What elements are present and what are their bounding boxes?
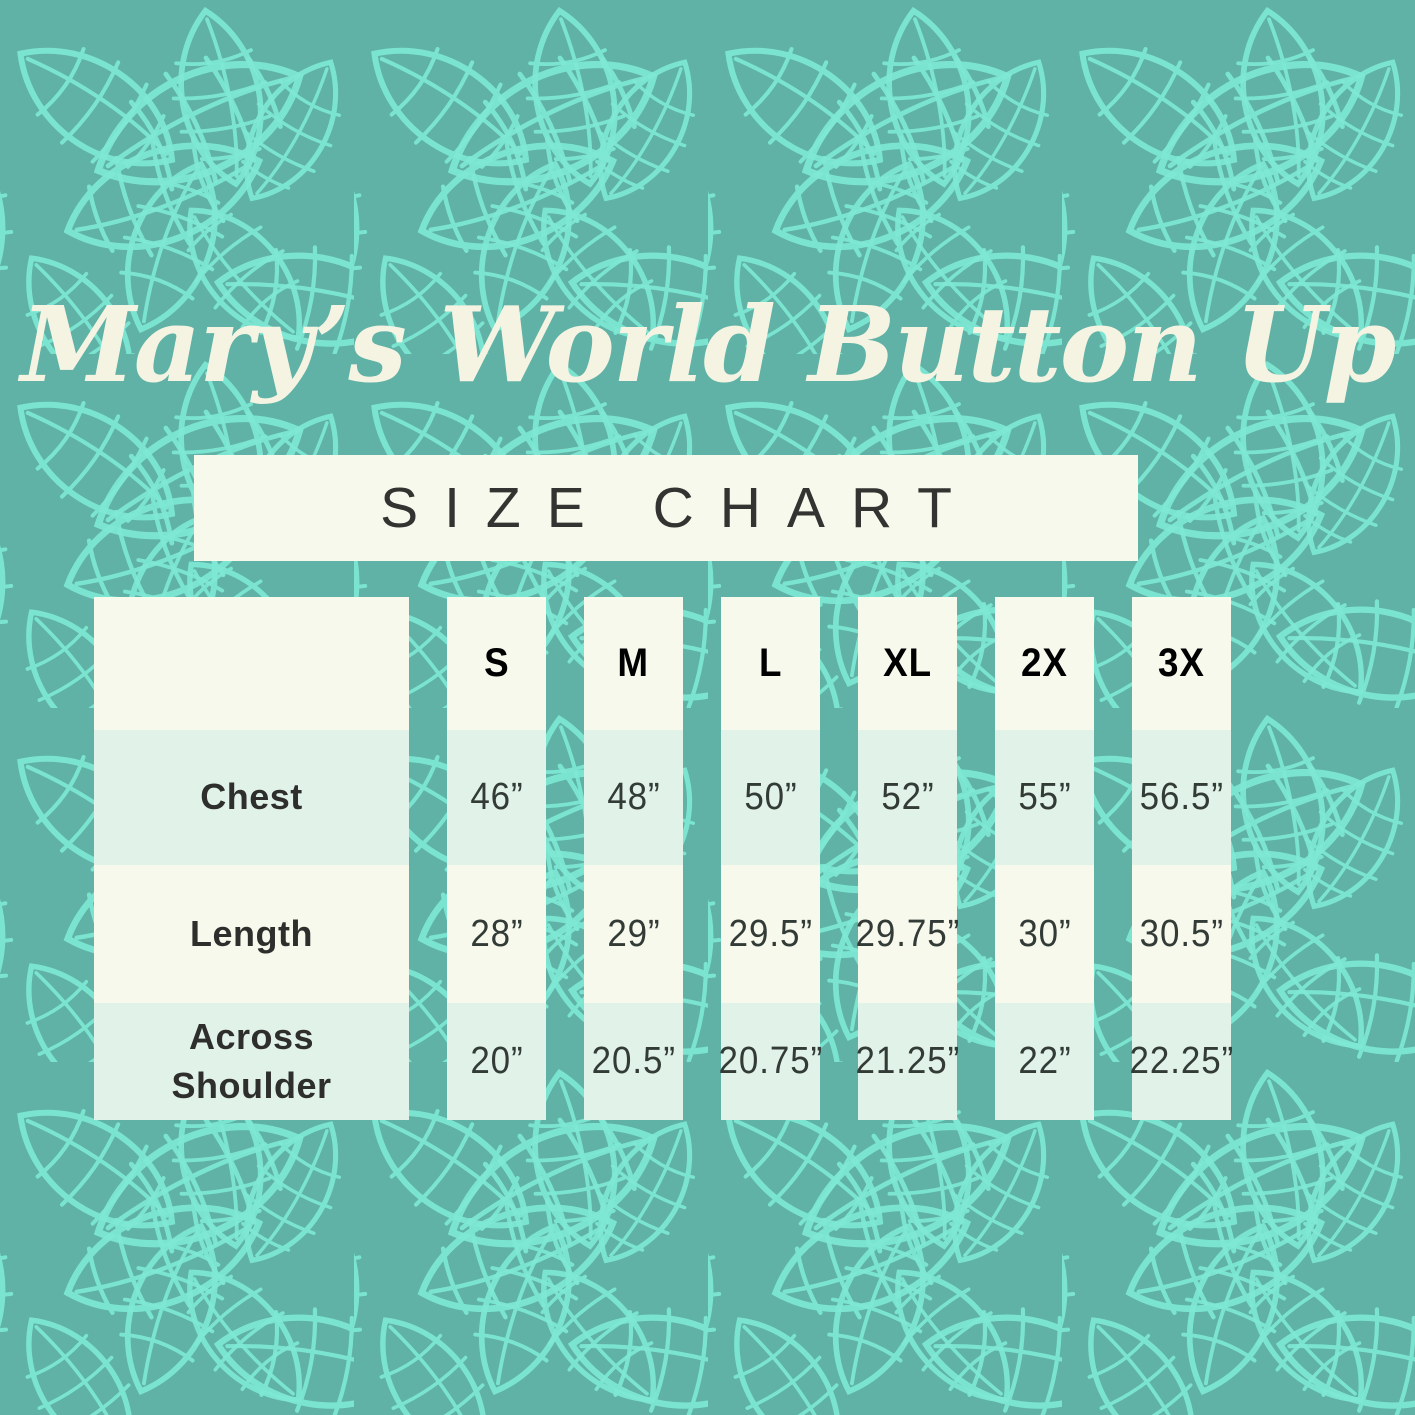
column-header-xl: XL bbox=[858, 597, 957, 730]
cell-length-3x: 30.5” bbox=[1132, 865, 1231, 1003]
row-label-text: Chest bbox=[200, 776, 303, 818]
cell-chest-xl: 52” bbox=[858, 730, 957, 865]
cell-value: 20” bbox=[469, 1040, 524, 1082]
column-header-text: M bbox=[617, 641, 650, 685]
column-header-3x: 3X bbox=[1132, 597, 1231, 730]
cell-value: 29” bbox=[606, 912, 661, 955]
column-header-l: L bbox=[721, 597, 820, 730]
row-label-across-shoulder: Across Shoulder bbox=[94, 1003, 409, 1120]
cell-chest-m: 48” bbox=[584, 730, 683, 865]
cell-value: 30.5” bbox=[1139, 912, 1224, 955]
size-chart-banner: SIZE CHART bbox=[194, 455, 1138, 561]
cell-value: 22” bbox=[1017, 1040, 1072, 1082]
cell-length-l: 29.5” bbox=[721, 865, 820, 1003]
size-table: Chest Length Across Shoulder S 46” 28” 2… bbox=[94, 597, 1234, 1120]
column-header-m: M bbox=[584, 597, 683, 730]
column-header-text: S bbox=[483, 641, 510, 685]
cell-chest-l: 50” bbox=[721, 730, 820, 865]
cell-length-m: 29” bbox=[584, 865, 683, 1003]
column-header-text: 3X bbox=[1158, 641, 1205, 685]
cell-length-xl: 29.75” bbox=[855, 865, 960, 1003]
cell-length-2x: 30” bbox=[995, 865, 1094, 1003]
cell-value: 20.75” bbox=[718, 1040, 823, 1082]
cell-shoulder-s: 20” bbox=[447, 1003, 546, 1120]
size-column-xl: XL 52” 29.75” 21.25” bbox=[855, 597, 960, 1120]
cell-shoulder-3x: 22.25” bbox=[1129, 1003, 1234, 1120]
cell-chest-3x: 56.5” bbox=[1132, 730, 1231, 865]
column-header-text: L bbox=[758, 641, 783, 685]
cell-value: 30” bbox=[1017, 912, 1072, 955]
cell-value: 50” bbox=[743, 776, 798, 818]
column-header-text: 2X bbox=[1021, 641, 1068, 685]
row-label-text: Length bbox=[190, 912, 313, 954]
cell-length-s: 28” bbox=[447, 865, 546, 1003]
size-chart-banner-label: SIZE CHART bbox=[380, 476, 978, 540]
row-label-text: Across Shoulder bbox=[171, 1015, 332, 1106]
cell-value: 52” bbox=[880, 776, 935, 818]
size-column-m: M 48” 29” 20.5” bbox=[584, 597, 683, 1120]
cell-value: 29.5” bbox=[728, 912, 813, 955]
cell-shoulder-l: 20.75” bbox=[718, 1003, 823, 1120]
cell-value: 29.75” bbox=[855, 912, 960, 955]
row-label-chest: Chest bbox=[94, 730, 409, 865]
cell-shoulder-2x: 22” bbox=[995, 1003, 1094, 1120]
page-title: Mary’s World Button Up bbox=[20, 283, 1397, 406]
cell-value: 55” bbox=[1017, 776, 1072, 818]
cell-value: 21.25” bbox=[855, 1040, 960, 1082]
size-column-3x: 3X 56.5” 30.5” 22.25” bbox=[1129, 597, 1234, 1120]
cell-shoulder-xl: 21.25” bbox=[855, 1003, 960, 1120]
cell-chest-s: 46” bbox=[447, 730, 546, 865]
column-header-s: S bbox=[447, 597, 546, 730]
cell-chest-2x: 55” bbox=[995, 730, 1094, 865]
size-column-2x: 2X 55” 30” 22” bbox=[995, 597, 1094, 1120]
column-header-text: XL bbox=[883, 641, 932, 685]
cell-value: 56.5” bbox=[1139, 776, 1224, 818]
table-corner-cell bbox=[94, 597, 409, 730]
cell-value: 22.25” bbox=[1129, 1040, 1234, 1082]
measurement-label-column: Chest Length Across Shoulder bbox=[94, 597, 409, 1120]
cell-shoulder-m: 20.5” bbox=[584, 1003, 683, 1120]
row-label-length: Length bbox=[94, 865, 409, 1003]
size-column-s: S 46” 28” 20” bbox=[447, 597, 546, 1120]
cell-value: 28” bbox=[469, 912, 524, 955]
column-header-2x: 2X bbox=[995, 597, 1094, 730]
cell-value: 48” bbox=[606, 776, 661, 818]
size-column-l: L 50” 29.5” 20.75” bbox=[718, 597, 823, 1120]
cell-value: 46” bbox=[469, 776, 524, 818]
cell-value: 20.5” bbox=[591, 1040, 676, 1082]
